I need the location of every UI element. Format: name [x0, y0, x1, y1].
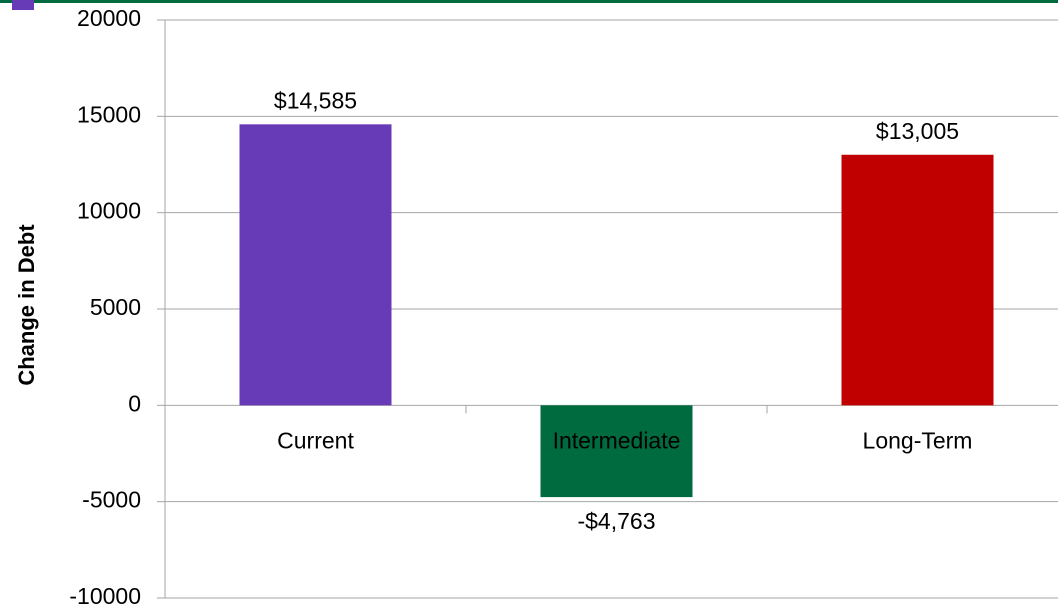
y-tick-label: 10000 — [77, 198, 141, 224]
y-tick-label: 20000 — [77, 5, 141, 31]
x-tick-label: Long-Term — [863, 427, 973, 453]
bar — [239, 124, 392, 406]
y-tick-label: -5000 — [82, 487, 141, 513]
corner-mark — [12, 0, 34, 10]
y-tick-label: 0 — [128, 390, 141, 416]
bar — [540, 405, 693, 498]
y-tick-label: -10000 — [69, 583, 141, 607]
value-label: $13,005 — [876, 118, 959, 144]
top-band — [0, 0, 1058, 3]
y-axis-title: Change in Debt — [14, 224, 39, 386]
bar — [841, 154, 994, 406]
x-tick-label: Current — [277, 427, 354, 453]
value-label: -$4,763 — [577, 508, 655, 534]
value-label: $14,585 — [274, 87, 357, 113]
y-tick-label: 5000 — [90, 294, 141, 320]
y-tick-label: 15000 — [77, 101, 141, 127]
x-tick-label: Intermediate — [553, 427, 681, 453]
